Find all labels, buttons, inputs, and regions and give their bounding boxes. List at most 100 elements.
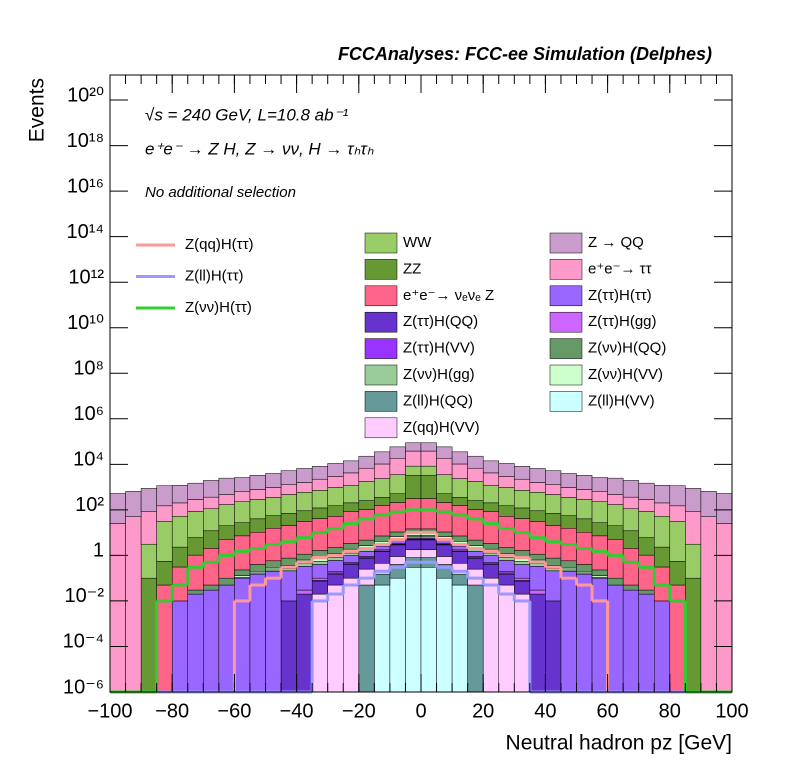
histogram-bar: [374, 584, 391, 693]
histogram-bar: [265, 567, 282, 571]
histogram-bar: [514, 466, 531, 480]
histogram-bar: [576, 475, 593, 490]
x-tick-label: 40: [534, 700, 556, 722]
histogram-bar: [311, 518, 328, 551]
histogram-bar: [187, 554, 204, 591]
histogram-bar: [374, 451, 391, 465]
histogram-bar: [280, 600, 297, 693]
histogram-bar: [607, 577, 624, 586]
histogram-bar: [685, 577, 702, 693]
histogram-bar: [311, 550, 328, 558]
histogram-bar: [654, 600, 671, 693]
histogram-bar: [171, 600, 188, 693]
histogram-bar: [622, 496, 639, 509]
histogram-bar: [156, 485, 173, 507]
x-tick-label: −20: [342, 700, 376, 722]
legend-label: Z(νν)H(VV): [588, 366, 663, 383]
legend-label: Z(ττ)H(ττ): [588, 287, 652, 304]
histogram-bar: [669, 561, 686, 586]
histogram-bar: [358, 509, 375, 541]
histogram-bar: [405, 498, 422, 530]
histogram-bar: [296, 468, 313, 483]
histogram-bar: [374, 545, 391, 551]
histogram-bar: [514, 490, 531, 509]
histogram-bar: [560, 571, 577, 693]
histogram-bar: [529, 563, 546, 567]
histogram-bar: [685, 543, 702, 579]
histogram-bar: [560, 487, 577, 498]
histogram-bar: [498, 560, 515, 572]
x-tick-label: 20: [472, 700, 494, 722]
histogram-bar: [311, 561, 328, 565]
histogram-bar: [607, 477, 624, 495]
legend-swatch: [549, 364, 583, 386]
histogram-bar: [389, 577, 406, 693]
histogram-bar: [203, 589, 220, 693]
histogram-bar: [545, 494, 562, 514]
y-tick-label: 10⁻²: [65, 585, 105, 607]
histogram-bar: [343, 460, 360, 474]
legend-label: ZZ: [403, 260, 421, 277]
histogram-bar: [482, 485, 500, 504]
histogram-bar: [420, 474, 437, 499]
histogram-bar: [467, 467, 484, 482]
histogram-bar: [545, 568, 562, 572]
histogram-bar: [467, 557, 484, 570]
histogram-bar: [638, 499, 655, 512]
histogram-bar: [576, 573, 593, 693]
y-tick-label: 10⁻⁴: [63, 631, 104, 653]
histogram-bar: [234, 577, 251, 693]
histogram-bar: [451, 463, 468, 479]
histogram-bar: [311, 564, 328, 579]
legend-label: e⁺e⁻→ ττ: [588, 260, 652, 277]
histogram-bar: [125, 516, 142, 693]
histogram-bar: [389, 446, 406, 459]
histogram-bar: [218, 525, 235, 540]
histogram-bar: [420, 539, 437, 550]
histogram-bar: [638, 482, 655, 500]
histogram-bar: [498, 557, 515, 561]
histogram-bar: [374, 463, 391, 479]
histogram-bar: [311, 593, 328, 693]
histogram-bar: [467, 455, 484, 469]
histogram-bar: [716, 493, 733, 524]
legend-swatch: [549, 232, 583, 254]
histogram-bar: [125, 491, 142, 517]
histogram-bar: [436, 556, 453, 565]
histogram-bar: [700, 491, 717, 517]
histogram-bar: [156, 505, 173, 522]
histogram-bar: [265, 560, 282, 569]
histogram-bar: [405, 474, 422, 499]
histogram-bar: [405, 539, 422, 550]
histogram-bar: [358, 557, 375, 570]
histogram-bar: [171, 485, 188, 504]
histogram-bar: [280, 484, 297, 495]
histogram-bar: [358, 481, 375, 501]
histogram-bar: [249, 518, 266, 533]
legend-label: WW: [403, 234, 432, 251]
histogram-bar: [669, 505, 686, 522]
histogram-bar: [218, 504, 235, 526]
histogram-bar: [218, 577, 235, 586]
histogram-bar: [296, 589, 313, 595]
histogram-bar: [607, 539, 624, 579]
histogram-bar: [482, 577, 500, 693]
x-tick-label: −40: [280, 700, 314, 722]
histogram-bar: [327, 476, 344, 488]
histogram-bar: [140, 511, 157, 545]
histogram-bar: [638, 554, 655, 591]
histogram-bar: [514, 507, 531, 519]
legend-label: Z(qq)H(VV): [403, 419, 480, 436]
legend-swatch: [364, 391, 398, 412]
histogram-bar: [265, 515, 282, 529]
histogram-bar: [420, 498, 437, 530]
y-tick-label: 10⁻⁶: [63, 676, 104, 698]
histogram-bar: [545, 484, 562, 495]
histogram-bar: [451, 551, 468, 564]
histogram-bar: [529, 553, 546, 561]
histogram-bar: [265, 571, 282, 693]
histogram-bar: [187, 511, 204, 538]
histogram-bar: [467, 509, 484, 541]
histogram-bar: [498, 547, 515, 554]
